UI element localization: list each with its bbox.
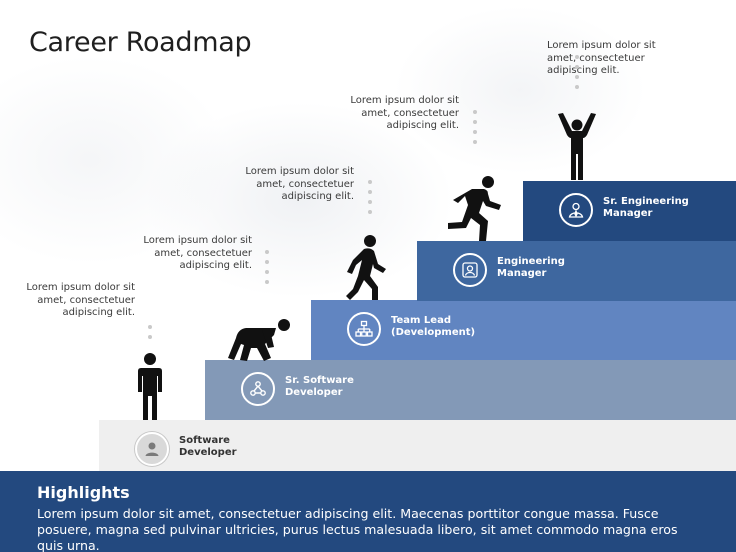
step-engineering-manager: Engineering Manager — [417, 241, 736, 301]
description-4: Lorem ipsum dolor sit amet, consectetuer… — [350, 95, 459, 131]
highlights-panel: Highlights Lorem ipsum dolor sit amet, c… — [0, 471, 736, 552]
page-title: Career Roadmap — [29, 27, 252, 58]
step-sr-engineering-manager: Sr. Engineering Manager — [523, 181, 736, 241]
description-3: Lorem ipsum dolor sit amet, consectetuer… — [245, 166, 354, 202]
description-5: Lorem ipsum dolor sit amet, consectetuer… — [547, 40, 656, 76]
step-label: Sr. Engineering Manager — [603, 196, 689, 219]
manager-icon — [453, 253, 487, 287]
step-label: Sr. Software Developer — [285, 375, 354, 398]
description-1: Lorem ipsum dolor sit amet, consectetuer… — [26, 282, 135, 318]
standing-person-icon — [138, 353, 162, 420]
step-sr-software-developer: Sr. Software Developer — [205, 360, 736, 420]
person-icon — [135, 432, 169, 466]
connector-dots-4 — [473, 110, 477, 150]
org-chart-icon — [347, 312, 381, 346]
connector-dots-1 — [148, 325, 152, 345]
network-icon — [241, 372, 275, 406]
step-label: Engineering Manager — [497, 256, 565, 279]
executive-icon — [559, 193, 593, 227]
step-label: Software Developer — [179, 435, 237, 458]
highlights-text: Lorem ipsum dolor sit amet, consectetuer… — [37, 506, 678, 552]
step-software-developer: Software Developer — [99, 420, 736, 480]
highlights-title: Highlights — [37, 483, 130, 502]
step-label: Team Lead (Development) — [391, 315, 476, 338]
celebrating-person-icon — [558, 113, 596, 180]
crouching-person-icon — [228, 319, 290, 361]
connector-dots-3 — [368, 180, 372, 220]
step-team-lead: Team Lead (Development) — [311, 300, 736, 360]
walking-person-icon — [346, 235, 386, 300]
connector-dots-5 — [575, 55, 579, 95]
connector-dots-2 — [265, 250, 269, 290]
running-person-icon — [448, 176, 501, 241]
description-2: Lorem ipsum dolor sit amet, consectetuer… — [143, 235, 252, 271]
